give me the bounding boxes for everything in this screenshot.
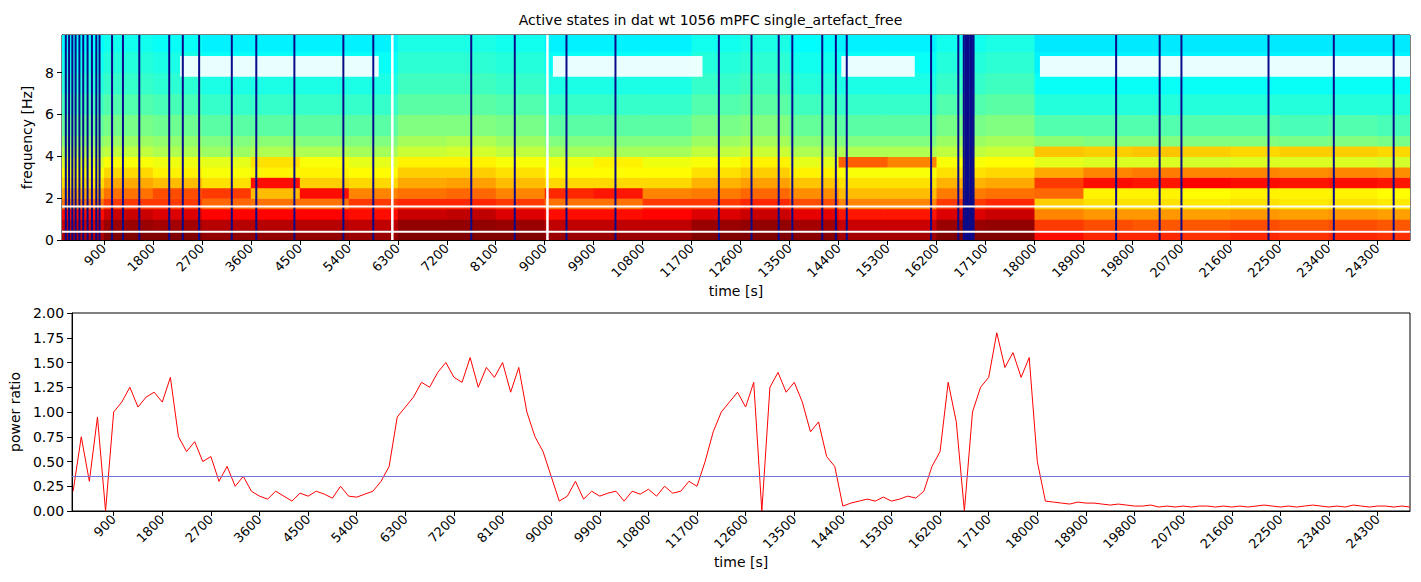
svg-text:16200: 16200 [902, 241, 942, 281]
svg-text:18900: 18900 [1051, 512, 1091, 552]
svg-text:4500: 4500 [279, 512, 313, 546]
svg-text:10800: 10800 [614, 512, 654, 552]
svg-text:1800: 1800 [124, 241, 158, 275]
svg-text:7200: 7200 [418, 241, 452, 275]
svg-text:9900: 9900 [565, 241, 599, 275]
svg-text:9000: 9000 [523, 512, 557, 546]
svg-text:22500: 22500 [1245, 241, 1285, 281]
svg-text:9000: 9000 [516, 241, 550, 275]
svg-text:17100: 17100 [954, 512, 994, 552]
svg-text:22500: 22500 [1246, 512, 1286, 552]
svg-text:13500: 13500 [755, 241, 795, 281]
svg-text:Active states in dat wt 1056 m: Active states in dat wt 1056 mPFC single… [519, 12, 903, 28]
svg-text:4500: 4500 [271, 241, 305, 275]
svg-text:11700: 11700 [662, 512, 702, 552]
svg-text:11700: 11700 [657, 241, 697, 281]
svg-text:8100: 8100 [474, 512, 508, 546]
svg-text:6: 6 [45, 106, 54, 122]
svg-text:2.00: 2.00 [33, 305, 64, 321]
svg-text:power ratio: power ratio [7, 372, 23, 452]
svg-text:0.50: 0.50 [33, 454, 64, 470]
svg-text:9900: 9900 [571, 512, 605, 546]
svg-text:14400: 14400 [808, 512, 848, 552]
svg-text:1.75: 1.75 [33, 330, 64, 346]
svg-text:5400: 5400 [320, 241, 354, 275]
svg-text:24300: 24300 [1343, 512, 1383, 552]
svg-text:10800: 10800 [608, 241, 648, 281]
svg-text:7200: 7200 [425, 512, 459, 546]
svg-text:time [s]: time [s] [714, 554, 768, 570]
svg-text:4: 4 [45, 148, 54, 164]
svg-text:18000: 18000 [1003, 512, 1043, 552]
svg-text:13500: 13500 [760, 512, 800, 552]
svg-text:15300: 15300 [853, 241, 893, 281]
svg-text:frequency [Hz]: frequency [Hz] [19, 86, 35, 189]
svg-text:0.00: 0.00 [33, 503, 64, 519]
svg-text:5400: 5400 [328, 512, 362, 546]
svg-text:900: 900 [91, 512, 119, 540]
svg-text:2700: 2700 [173, 241, 207, 275]
svg-text:1.50: 1.50 [33, 355, 64, 371]
svg-text:21600: 21600 [1196, 241, 1236, 281]
svg-text:12600: 12600 [711, 512, 751, 552]
svg-text:17100: 17100 [951, 241, 991, 281]
svg-text:2: 2 [45, 190, 54, 206]
svg-text:19800: 19800 [1100, 512, 1140, 552]
svg-text:21600: 21600 [1197, 512, 1237, 552]
svg-text:23400: 23400 [1294, 241, 1334, 281]
svg-text:18900: 18900 [1049, 241, 1089, 281]
svg-text:1.00: 1.00 [33, 404, 64, 420]
svg-text:14400: 14400 [804, 241, 844, 281]
svg-text:20700: 20700 [1149, 512, 1189, 552]
svg-text:6300: 6300 [369, 241, 403, 275]
svg-text:16200: 16200 [906, 512, 946, 552]
svg-text:2700: 2700 [182, 512, 216, 546]
svg-text:1.25: 1.25 [33, 379, 64, 395]
svg-text:18000: 18000 [1000, 241, 1040, 281]
svg-text:0: 0 [45, 232, 54, 248]
svg-text:23400: 23400 [1294, 512, 1334, 552]
svg-text:20700: 20700 [1147, 241, 1187, 281]
svg-text:6300: 6300 [377, 512, 411, 546]
svg-text:15300: 15300 [857, 512, 897, 552]
svg-text:8100: 8100 [467, 241, 501, 275]
svg-text:900: 900 [81, 241, 109, 269]
svg-text:1800: 1800 [134, 512, 168, 546]
svg-text:8: 8 [45, 65, 54, 81]
svg-text:time [s]: time [s] [709, 283, 763, 299]
svg-text:3600: 3600 [231, 512, 265, 546]
svg-text:12600: 12600 [706, 241, 746, 281]
svg-text:19800: 19800 [1098, 241, 1138, 281]
svg-text:0.25: 0.25 [33, 478, 64, 494]
svg-text:0.75: 0.75 [33, 429, 64, 445]
svg-text:3600: 3600 [222, 241, 256, 275]
svg-text:24300: 24300 [1343, 241, 1383, 281]
